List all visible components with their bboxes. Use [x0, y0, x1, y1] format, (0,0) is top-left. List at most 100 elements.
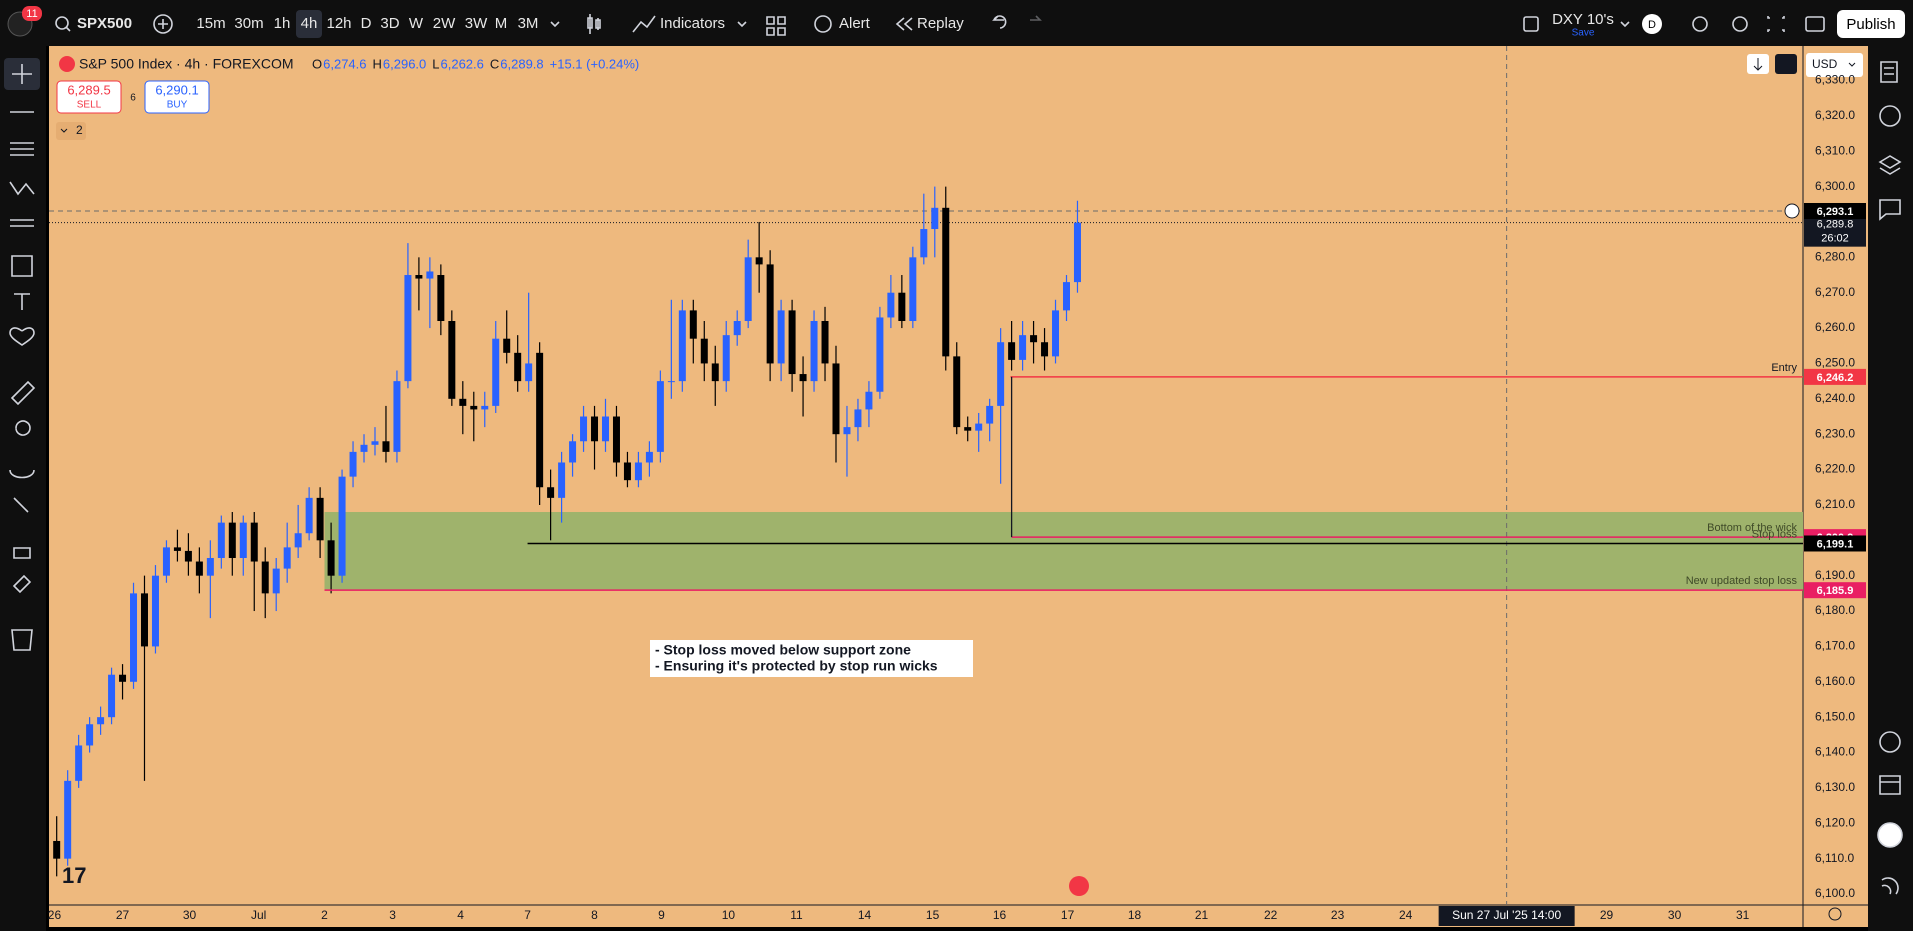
candle-body [678, 310, 686, 382]
right-sidebar [1868, 46, 1913, 931]
sidebar-icons[interactable] [1877, 61, 1903, 895]
axis-settings[interactable] [1828, 907, 1842, 921]
quick-search[interactable] [1692, 16, 1708, 32]
sell-label: SELL [77, 100, 102, 111]
candle-body [975, 423, 983, 431]
candle-body [964, 427, 972, 431]
interval[interactable]: 1h [274, 15, 291, 32]
candle-body [656, 381, 664, 452]
candle-body [898, 292, 906, 322]
x-tick-label: 27 [116, 908, 130, 922]
intervals: 15m 30m 1h 4h 12h D 3D W 2W 3W M 3M [196, 10, 538, 38]
candle-body [382, 441, 390, 452]
level-name: Entry [1771, 362, 1797, 374]
countdown: 26:02 [1821, 233, 1849, 245]
search-icon [65, 26, 71, 32]
symbol[interactable]: SPX500 [77, 15, 132, 32]
avatar[interactable] [1642, 14, 1662, 34]
x-tick-label: 31 [1736, 908, 1750, 922]
chart-type[interactable] [587, 14, 601, 34]
interval[interactable]: 4h [301, 15, 318, 32]
search-icon[interactable] [55, 16, 69, 30]
snapshot[interactable] [1805, 16, 1825, 32]
layout-name[interactable]: DXY 10's [1552, 11, 1614, 28]
candle-body [481, 405, 489, 410]
candle-body [294, 533, 302, 548]
spread: 6 [130, 93, 136, 104]
candle-body [601, 416, 609, 442]
fullscreen[interactable] [1767, 16, 1785, 32]
ohlc-item: 6,296.0 [383, 56, 426, 71]
interval[interactable]: 3M [518, 15, 539, 32]
interval[interactable]: M [495, 15, 508, 32]
y-tick-label: 6,310.0 [1815, 143, 1855, 157]
crosshair-tag [1438, 906, 1575, 926]
layout-icon [1523, 16, 1539, 32]
close-tag [1804, 214, 1866, 247]
replay-button[interactable]: Replay [917, 15, 964, 32]
indicators-toggle[interactable] [56, 122, 86, 140]
candle-body [634, 462, 642, 481]
annotation-box[interactable] [650, 640, 973, 677]
last-price-tag [1804, 202, 1866, 219]
x-tick-label: 26 [48, 908, 62, 922]
y-tick-label: 6,120.0 [1815, 815, 1855, 829]
interval[interactable]: D [361, 15, 372, 32]
annotation-line: - Ensuring it's protected by stop run wi… [655, 658, 938, 674]
interval[interactable]: 3W [465, 15, 488, 32]
candle-body [569, 441, 577, 463]
redo[interactable] [1030, 15, 1042, 21]
indicators-count: 2 [76, 123, 83, 137]
interval-menu[interactable] [550, 21, 560, 28]
candle-body [536, 352, 544, 488]
alert-button[interactable]: Alert [839, 15, 871, 32]
interval[interactable]: W [409, 15, 424, 32]
candle-body [151, 575, 159, 647]
buy-button[interactable] [144, 80, 210, 114]
interval[interactable]: 30m [234, 15, 263, 32]
interval[interactable]: 15m [196, 15, 225, 32]
templates[interactable] [766, 16, 786, 36]
last-price-label: 6,293.1 [1817, 206, 1854, 218]
y-tick-label: 6,220.0 [1815, 462, 1855, 476]
candle-body [437, 275, 445, 322]
candle-body [360, 444, 368, 452]
publish-button[interactable] [1837, 10, 1905, 38]
candle-body [667, 381, 675, 383]
y-tick-label: 6,140.0 [1815, 745, 1855, 759]
currency-select[interactable] [1806, 53, 1863, 77]
y-tick-label: 6,240.0 [1815, 391, 1855, 405]
candle-body [909, 257, 917, 322]
level-name: Stop loss [1752, 528, 1798, 540]
settings[interactable] [1732, 16, 1748, 32]
indicators-menu[interactable] [737, 21, 747, 28]
indicators-button[interactable]: Indicators [660, 15, 725, 32]
y-tick-label: 6,170.0 [1815, 639, 1855, 653]
candle-body [777, 310, 785, 364]
support-zone [324, 512, 1803, 591]
price-tag [1804, 582, 1866, 599]
candle-body [525, 363, 533, 382]
candle-body [1062, 282, 1070, 311]
badge-count: 11 [26, 8, 37, 20]
undo[interactable] [992, 15, 1007, 29]
candle-body [426, 271, 434, 279]
sell-button[interactable] [56, 80, 122, 114]
news-icon[interactable] [1069, 876, 1089, 896]
candle-body [250, 522, 258, 562]
interval[interactable]: 2W [433, 15, 456, 32]
y-tick-label: 6,280.0 [1815, 250, 1855, 264]
auto-button[interactable] [1775, 54, 1797, 74]
interval[interactable]: 12h [326, 15, 351, 32]
arrow [1753, 58, 1763, 71]
save-status[interactable]: Save [1572, 28, 1595, 39]
interval[interactable]: 3D [380, 15, 399, 32]
left-toolbar [0, 46, 46, 931]
compare-button[interactable] [153, 14, 173, 34]
candle-body [623, 462, 631, 481]
layout-menu[interactable] [1620, 21, 1630, 28]
drawing-tools[interactable] [9, 111, 36, 651]
x-tick-label: 4 [457, 908, 464, 922]
candle-body [942, 207, 950, 357]
